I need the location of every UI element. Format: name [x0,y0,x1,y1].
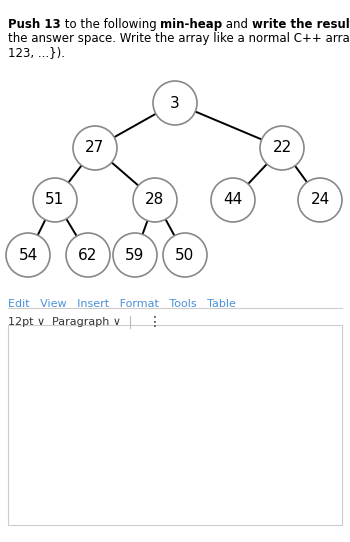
Text: Edit   View   Insert   Format   Tools   Table: Edit View Insert Format Tools Table [8,299,236,309]
Circle shape [113,233,157,277]
Circle shape [73,126,117,170]
FancyBboxPatch shape [8,325,342,525]
Text: to the following: to the following [61,18,160,31]
Circle shape [33,178,77,222]
Circle shape [6,233,50,277]
Text: min-heap: min-heap [160,18,222,31]
Text: the answer space. Write the array like a normal C++ array (e.g.: {67, 54,: the answer space. Write the array like a… [8,31,350,44]
Text: Push 13: Push 13 [8,18,61,31]
Circle shape [211,178,255,222]
Text: 12pt ∨: 12pt ∨ [8,317,45,327]
Text: 27: 27 [85,140,105,156]
Circle shape [66,233,110,277]
Text: 24: 24 [310,192,330,208]
Text: 54: 54 [18,248,38,262]
Text: and: and [222,18,252,31]
Text: 44: 44 [223,192,243,208]
Text: 50: 50 [175,248,195,262]
Circle shape [153,81,197,125]
Circle shape [298,178,342,222]
Text: write the resulting heap array: write the resulting heap array [252,18,350,31]
Circle shape [133,178,177,222]
Circle shape [260,126,304,170]
Text: 51: 51 [46,192,65,208]
Text: 59: 59 [125,248,145,262]
Text: Paragraph ∨: Paragraph ∨ [52,317,121,327]
Text: 3: 3 [170,95,180,111]
Text: ⋮: ⋮ [148,315,162,329]
Circle shape [163,233,207,277]
Text: 62: 62 [78,248,98,262]
Text: 22: 22 [272,140,292,156]
Text: 28: 28 [145,192,164,208]
Text: 123, ...}).: 123, ...}). [8,46,65,59]
